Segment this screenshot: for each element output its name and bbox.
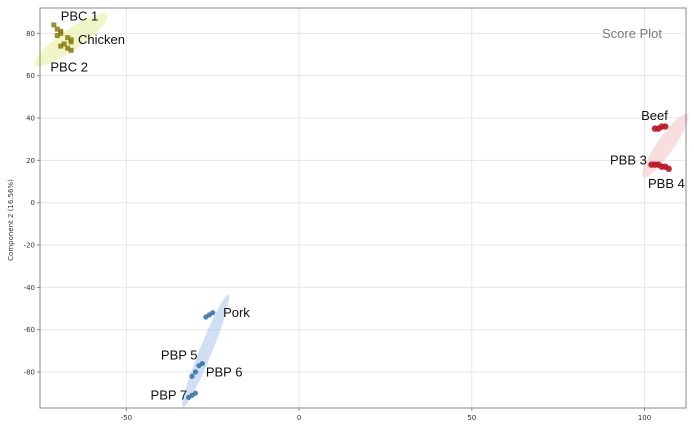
point-layer	[51, 22, 672, 401]
band-layer	[34, 13, 689, 408]
x-tick-label: 100	[638, 414, 651, 422]
y-tick-label: 0	[31, 199, 35, 207]
y-tick-label: 20	[26, 157, 35, 165]
data-point-pork	[185, 394, 192, 401]
group-label-pbb-4: PBB 4	[648, 176, 685, 191]
data-point-chicken	[61, 41, 67, 47]
data-point-chicken	[68, 47, 74, 53]
group-label-pbp-6: PBP 6	[206, 364, 243, 379]
y-tick-label: 40	[26, 115, 35, 123]
tick-layer: -50 0 50 100 80 60 40 20 0 -20 -40 -60 -80	[24, 30, 652, 422]
y-axis-title: Component 2 (16.56%)	[7, 179, 15, 261]
data-point-chicken	[54, 26, 60, 32]
group-label-pbc-2: PBC 2	[50, 59, 88, 74]
x-tick-label: 0	[297, 414, 301, 422]
data-point-chicken	[54, 33, 60, 39]
data-point-beef	[662, 123, 669, 130]
data-point-chicken	[58, 30, 64, 36]
y-tick-label: -40	[24, 284, 35, 292]
grid-layer	[40, 8, 686, 408]
group-label-pbp-7: PBP 7	[151, 388, 188, 403]
confidence-band-beef	[642, 113, 689, 178]
group-label-beef: Beef	[641, 108, 668, 123]
data-point-pork	[196, 363, 202, 369]
data-point-pork	[192, 369, 199, 375]
plot-frame	[39, 7, 687, 409]
x-tick-label: -50	[121, 414, 132, 422]
data-point-chicken	[65, 35, 71, 41]
data-point-chicken	[51, 22, 57, 28]
data-point-beef	[665, 165, 672, 173]
group-label-pbp-5: PBP 5	[161, 347, 198, 362]
group-label-pork: Pork	[223, 305, 250, 320]
data-point-chicken	[58, 43, 64, 49]
group-label-pbb-3: PBB 3	[610, 153, 647, 168]
plot-title: Score Plot	[602, 26, 662, 41]
y-tick-label: -20	[24, 242, 35, 250]
x-tick-label: 50	[467, 414, 476, 422]
data-point-pork	[189, 373, 195, 379]
confidence-band-pork	[182, 294, 230, 408]
y-tick-label: 60	[26, 72, 35, 80]
data-point-chicken	[68, 39, 74, 45]
group-label-chicken: Chicken	[78, 32, 125, 47]
y-tick-label: 80	[26, 30, 35, 38]
y-tick-label: -60	[24, 326, 35, 334]
y-tick-label: -80	[24, 369, 35, 377]
data-point-chicken	[65, 45, 71, 51]
data-point-pork	[203, 314, 209, 320]
group-label-pbc-1: PBC 1	[61, 9, 99, 24]
